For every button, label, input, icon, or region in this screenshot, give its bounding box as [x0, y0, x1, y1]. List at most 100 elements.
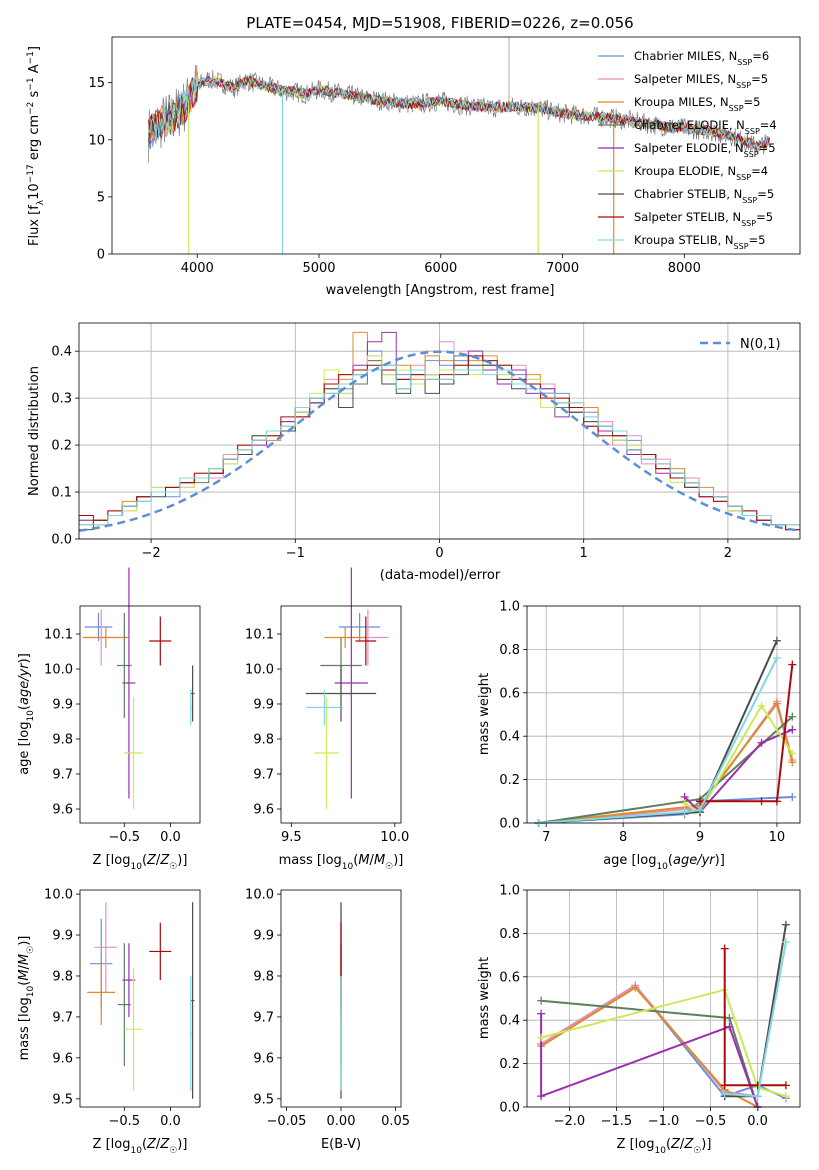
y-tick-label: 9.6 [253, 803, 274, 818]
weight-line-3 [540, 986, 759, 1108]
y-tick-label: 9.8 [253, 969, 274, 984]
weight-line-5 [540, 1013, 759, 1108]
y-tick-label: 9.7 [253, 768, 274, 783]
figure-title: PLATE=0454, MJD=51908, FIBERID=0226, z=0… [246, 14, 633, 32]
weight-line-8 [723, 948, 786, 1087]
weight-line-7 [724, 924, 787, 1098]
y-tick-label: 0 [97, 248, 105, 263]
plot-area [79, 331, 800, 539]
legend-label: Chabrier ELODIE, NSSP=4 [634, 118, 777, 136]
legend-label: N(0,1) [740, 337, 781, 352]
x-tick-label: 0.0 [160, 830, 181, 845]
y-tick-label: 0.1 [51, 486, 72, 501]
y-tick-label: 0.6 [499, 970, 520, 985]
y-tick-label: 9.9 [52, 698, 73, 713]
x-tick-label: −1.5 [601, 1114, 633, 1129]
y-tick-label: 10.0 [245, 663, 274, 678]
y-tick-label: 0.4 [51, 345, 72, 360]
legend-label: Salpeter MILES, NSSP=5 [634, 72, 768, 90]
legend-label: Kroupa ELODIE, NSSP=4 [634, 164, 768, 182]
legend-label: Chabrier STELIB, NSSP=5 [634, 187, 774, 205]
axes-frame [280, 889, 402, 1108]
x-tick-label: −1.0 [648, 1114, 680, 1129]
axes-frame [78, 322, 801, 540]
y-tick-label: 9.7 [52, 1010, 73, 1025]
x-axis-label: Z [log10(Z/Z☉)] [617, 1137, 712, 1156]
y-tick-label: 9.6 [253, 1051, 274, 1066]
x-tick-label: 0 [435, 546, 443, 561]
panel-age_vs_mass: 9.5 10.0 9.6 9.7 9.8 9.9 10.0 10.1 [245, 567, 409, 845]
axes-frame [526, 889, 801, 1108]
x-tick-label: 9 [696, 830, 704, 845]
x-tick-label: −0.05 [267, 1114, 307, 1129]
weight-line-7 [538, 640, 778, 824]
y-tick-label: 0.8 [499, 643, 520, 658]
panel-weight_vs_age: 7 8 9 10 0.0 0.2 0.4 0.6 0.8 1.0 [499, 600, 801, 845]
x-tick-label: −2.0 [554, 1114, 586, 1129]
weight-line-6 [684, 703, 794, 814]
y-tick-label: 9.5 [253, 1092, 274, 1107]
legend-label: Chabrier MILES, NSSP=6 [634, 49, 769, 67]
y-tick-label: 9.8 [52, 969, 73, 984]
x-tick-label: 1 [580, 546, 588, 561]
y-tick-label: 0.2 [499, 1057, 520, 1072]
x-tick-label: 6000 [424, 261, 457, 276]
x-tick-label: 2 [724, 546, 732, 561]
y-tick-label: 0.4 [499, 1014, 520, 1029]
y-tick-label: 9.5 [52, 1092, 73, 1107]
y-tick-label: 9.6 [52, 803, 73, 818]
y-tick-label: 0.4 [499, 730, 520, 745]
x-tick-label: 4000 [181, 261, 214, 276]
x-tick-label: 0.0 [747, 1114, 768, 1129]
y-tick-label: 9.8 [52, 733, 73, 748]
y-axis-label: Normed distribution [27, 366, 42, 496]
y-tick-label: 9.8 [253, 733, 274, 748]
y-tick-label: 9.9 [253, 698, 274, 713]
y-axis-label: Flux [fλ10−17 erg cm−2 s−1 A−1] [26, 46, 46, 246]
legend-label: Kroupa STELIB, NSSP=5 [634, 233, 765, 251]
x-tick-label: 10.0 [380, 830, 409, 845]
axes-frame [111, 36, 801, 255]
legend-label: Kroupa MILES, NSSP=5 [634, 95, 760, 113]
weight-line-8 [700, 664, 794, 803]
x-tick-label: 8000 [668, 261, 701, 276]
y-tick-label: 10.0 [44, 888, 73, 903]
legend-label: Salpeter STELIB, NSSP=5 [634, 210, 773, 228]
y-tick-label: 9.9 [253, 929, 274, 944]
x-axis-label: age [log10(age/yr)] [603, 853, 725, 872]
panel-mass_vs_ebv: −0.05 0.00 0.05 9.5 9.6 9.7 9.8 9.9 10.0 [245, 888, 410, 1129]
x-tick-label: −2 [142, 546, 161, 561]
x-tick-label: 0.05 [381, 1114, 410, 1129]
x-tick-label: 7 [542, 830, 550, 845]
x-axis-label: (data-model)/error [380, 568, 501, 583]
y-axis-label: age [log10(age/yr)] [17, 653, 36, 775]
axes-frame [79, 889, 201, 1108]
x-axis-label: Z [log10(Z/Z☉)] [93, 853, 188, 872]
x-tick-label: 7000 [546, 261, 579, 276]
y-tick-label: 0.3 [51, 392, 72, 407]
y-tick-label: 0.8 [499, 927, 520, 942]
y-tick-label: 0.0 [499, 1101, 520, 1116]
legend-label: Salpeter ELODIE, NSSP=5 [634, 141, 776, 159]
y-tick-label: 10.0 [44, 663, 73, 678]
y-tick-label: 0.0 [499, 817, 520, 832]
weight-line-6 [540, 988, 787, 1098]
axes-frame [79, 605, 201, 824]
x-axis-label: wavelength [Angstrom, rest frame] [326, 283, 555, 298]
y-tick-label: 0.2 [499, 773, 520, 788]
x-axis-label: mass [log10(M/M☉)] [279, 853, 404, 872]
y-tick-label: 15 [88, 76, 105, 91]
axes-frame [280, 605, 402, 824]
y-tick-label: 0.0 [51, 533, 72, 548]
x-tick-label: 10 [769, 830, 786, 845]
y-tick-label: 10.1 [245, 628, 274, 643]
panel-weight_vs_Z: −2.0 −1.5 −1.0 −0.5 0.0 0.0 0.2 0.4 0.6 0.8 1.0 [499, 884, 801, 1129]
weight-line-9 [538, 657, 778, 824]
y-axis-label: mass [log10(M/M☉)] [17, 936, 36, 1061]
x-tick-label: −0.5 [109, 830, 141, 845]
y-axis-label: mass weight [477, 673, 492, 755]
x-axis-label: Z [log10(Z/Z☉)] [93, 1137, 188, 1156]
x-tick-label: 0.0 [160, 1114, 181, 1129]
x-tick-label: −1 [286, 546, 305, 561]
y-tick-label: 9.7 [253, 1010, 274, 1025]
